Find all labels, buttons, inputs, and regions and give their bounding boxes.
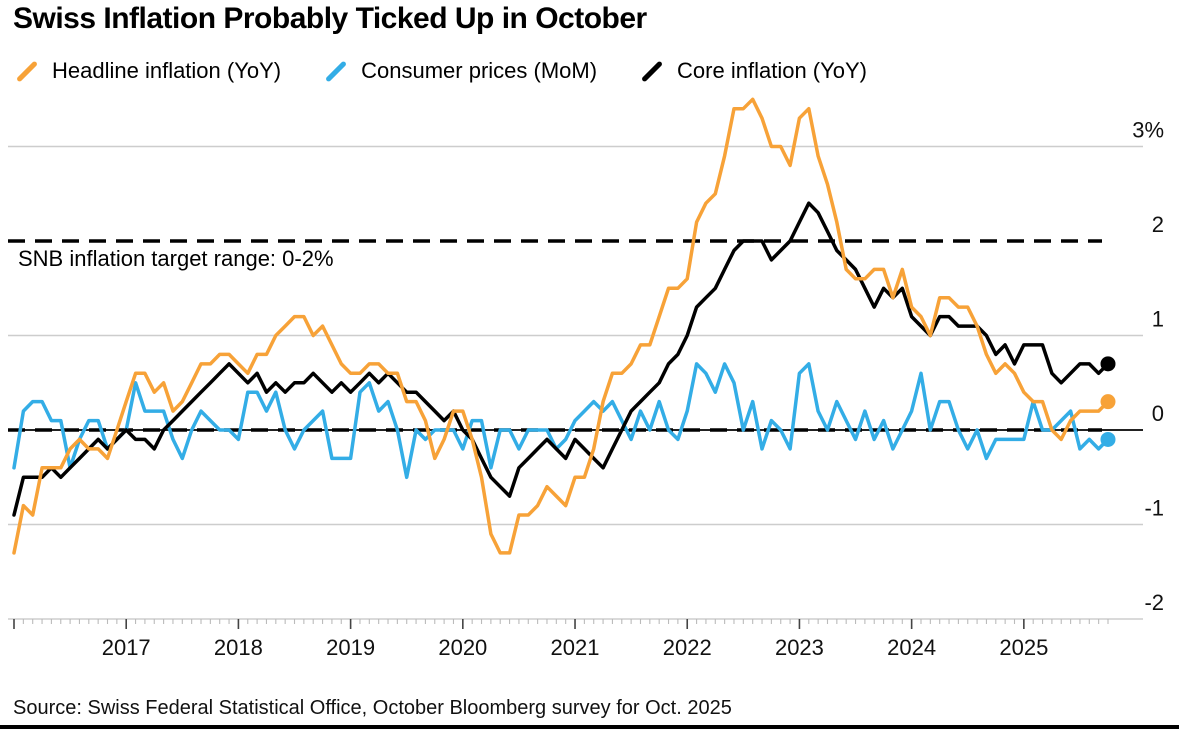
page-title: Swiss Inflation Probably Ticked Up in Oc… — [13, 2, 647, 35]
series-end-dot-1 — [1100, 431, 1116, 447]
consumer-prices-slash-icon — [325, 60, 348, 82]
series-line-1 — [12, 362, 1110, 480]
legend-item-core: Core inflation (YoY) — [639, 58, 867, 84]
series-line-2 — [12, 201, 1110, 517]
x-axis-year-label: 2022 — [663, 635, 712, 660]
x-axis-year-label: 2023 — [775, 635, 824, 660]
legend-item-headline: Headline inflation (YoY) — [14, 58, 281, 84]
series-end-dot-2 — [1100, 356, 1116, 372]
bottom-rule — [0, 725, 1179, 729]
x-axis-year-label: 2017 — [102, 635, 151, 660]
y-axis-label: 2 — [1152, 212, 1164, 237]
x-axis-year-label: 2018 — [214, 635, 263, 660]
legend: Headline inflation (YoY) Consumer prices… — [14, 56, 867, 86]
core-slash-icon — [641, 60, 664, 82]
legend-label-consumer-prices: Consumer prices (MoM) — [361, 58, 598, 83]
x-axis-year-label: 2020 — [438, 635, 487, 660]
x-axis-year-label: 2025 — [999, 635, 1048, 660]
x-axis-year-label: 2021 — [551, 635, 600, 660]
y-axis-label: 3% — [1132, 118, 1164, 143]
snb-target-annotation: SNB inflation target range: 0-2% — [18, 246, 334, 271]
y-axis-label: -2 — [1144, 590, 1164, 615]
y-axis-label: 1 — [1152, 307, 1164, 332]
legend-item-consumer-prices: Consumer prices (MoM) — [323, 58, 597, 84]
source-note: Source: Swiss Federal Statistical Office… — [13, 697, 732, 719]
legend-label-headline: Headline inflation (YoY) — [52, 58, 282, 83]
y-axis-label: -1 — [1144, 496, 1164, 521]
legend-label-core: Core inflation (YoY) — [677, 58, 868, 83]
headline-slash-icon — [16, 60, 38, 82]
series-line-0 — [12, 97, 1110, 555]
x-axis-year-label: 2024 — [887, 635, 936, 660]
series-end-dot-0 — [1100, 394, 1116, 410]
x-axis-year-label: 2019 — [326, 635, 375, 660]
y-axis-label: 0 — [1152, 401, 1164, 426]
